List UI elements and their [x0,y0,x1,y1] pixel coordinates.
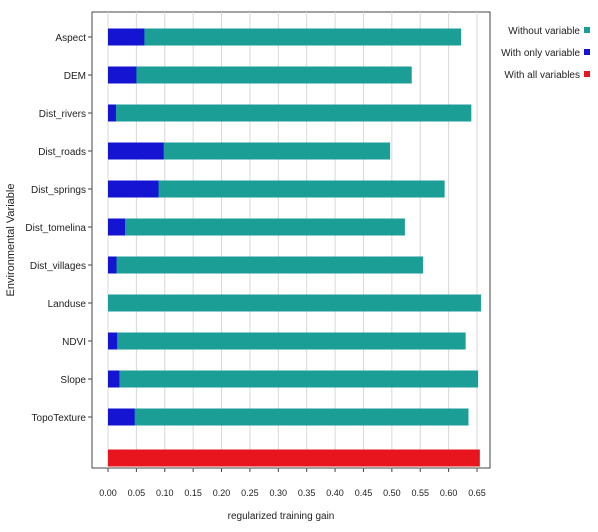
category-label: Dist_springs [31,185,86,196]
bar-without-variable [108,180,445,198]
x-tick-label: 0.00 [99,488,117,498]
legend-label: With all variables [504,70,580,81]
x-tick-label: 0.15 [184,488,202,498]
x-tick-label: 0.30 [270,488,288,498]
bar-without-variable [108,408,469,426]
category-label: DEM [64,71,86,82]
bar-without-variable [108,294,481,312]
bar-without-variable [108,332,466,350]
category-label: Landuse [48,299,87,310]
legend: Without variable With only variable With a… [501,26,590,81]
bar-with-only-variable [108,218,126,236]
bar-with-only-variable [108,104,116,122]
x-tick-label: 0.50 [383,488,401,498]
x-tick-label: 0.40 [326,488,344,498]
x-axis-ticks: 0.00 0.05 0.10 0.15 0.20 0.25 0.30 0.35 0.40 0.45… [99,468,486,498]
category-label: TopoTexture [32,413,87,424]
x-tick-label: 0.45 [355,488,373,498]
bar-without-variable [108,28,462,46]
x-tick-label: 0.20 [213,488,231,498]
bar-with-all-variables [108,449,480,467]
legend-label: With only variable [501,48,580,59]
bar-with-only-variable [108,408,135,426]
bar-without-variable [108,370,479,388]
legend-label: Without variable [508,26,580,37]
bar-with-only-variable [108,66,137,84]
grid-lines [107,12,478,468]
legend-swatch [584,27,590,33]
bar-without-variable [108,256,424,274]
bar-without-variable [108,218,405,236]
x-tick-label: 0.25 [241,488,259,498]
x-tick-label: 0.05 [128,488,146,498]
x-tick-label: 0.35 [298,488,316,498]
category-label: Slope [60,375,86,386]
y-axis-label: Environmental Variable [5,184,17,297]
category-label: NDVI [62,337,86,348]
bars [108,28,481,467]
category-label: Dist_roads [38,147,86,158]
x-axis-label: regularized training gain [228,511,335,522]
category-label: Dist_rivers [39,109,86,120]
category-labels: Aspect DEM Dist_rivers Dist_roads Dist_sprin… [25,33,92,424]
legend-swatch [584,49,590,55]
bar-without-variable [108,66,412,84]
bar-with-only-variable [108,28,145,46]
bar-with-only-variable [108,180,159,198]
legend-swatch [584,71,590,77]
x-tick-label: 0.60 [440,488,458,498]
bar-with-only-variable [108,142,164,160]
x-tick-label: 0.65 [468,488,486,498]
bar-without-variable [108,142,391,160]
bar-with-only-variable [108,370,120,388]
category-label: Aspect [55,33,86,44]
plot-area [91,11,491,469]
category-label: Dist_tomelina [25,223,86,234]
x-tick-label: 0.55 [411,488,429,498]
bar-without-variable [108,104,472,122]
bar-with-only-variable [108,332,118,350]
x-tick-label: 0.10 [156,488,174,498]
category-label: Dist_villages [30,261,86,272]
bar-with-only-variable [108,256,117,274]
